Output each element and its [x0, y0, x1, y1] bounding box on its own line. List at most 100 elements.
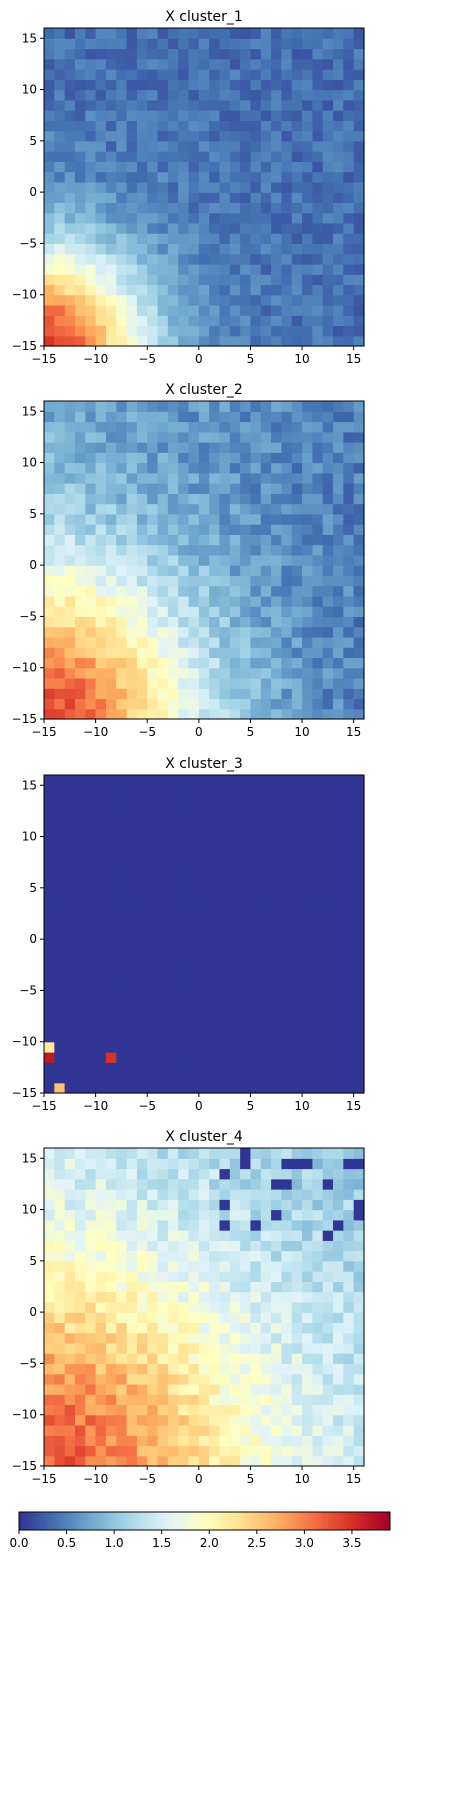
heatmap-cell — [353, 161, 365, 173]
heatmap-cell — [229, 1178, 241, 1190]
heatmap-cell — [209, 1000, 221, 1012]
heatmap-cell — [54, 243, 66, 255]
heatmap-cell — [147, 887, 159, 899]
heatmap-cell — [260, 1041, 272, 1053]
heatmap-cell — [64, 575, 76, 587]
heatmap-cell — [198, 887, 210, 899]
heatmap-cell — [95, 949, 107, 961]
heatmap-cell — [105, 857, 117, 868]
heatmap-cell — [105, 1332, 117, 1344]
heatmap-cell — [167, 606, 179, 618]
heatmap-cell — [219, 1051, 231, 1063]
heatmap-cell — [271, 898, 283, 909]
heatmap-cell — [291, 969, 303, 981]
heatmap-cell — [126, 805, 138, 817]
heatmap-cell — [64, 253, 76, 265]
heatmap-cell — [271, 243, 283, 255]
heatmap-cell — [312, 1062, 324, 1074]
x-tick-label: 10 — [294, 352, 309, 366]
heatmap-cell — [178, 1291, 190, 1303]
heatmap-cell — [271, 1178, 283, 1190]
heatmap-cell — [95, 1219, 107, 1231]
heatmap-cell — [126, 222, 138, 234]
heatmap-cell — [157, 785, 169, 797]
heatmap-cell — [54, 1353, 66, 1365]
heatmap-cell — [291, 99, 303, 111]
heatmap-cell — [281, 1010, 293, 1022]
heatmap-cell — [281, 626, 293, 638]
heatmap-cell — [219, 99, 231, 111]
heatmap-cell — [126, 595, 138, 607]
heatmap-cell — [229, 1209, 241, 1221]
colorbar-segment — [247, 1512, 252, 1530]
heatmap-cell — [240, 472, 252, 484]
colorbar-segment — [284, 1512, 289, 1530]
heatmap-cell — [333, 1168, 344, 1180]
heatmap-cell — [44, 1373, 55, 1385]
heatmap-cell — [302, 304, 313, 316]
heatmap-cell — [188, 667, 200, 679]
heatmap-cell — [188, 1281, 200, 1293]
heatmap-cell — [188, 949, 200, 961]
heatmap-cell — [64, 1260, 76, 1272]
heatmap-cell — [250, 304, 262, 316]
heatmap-cell — [271, 959, 283, 971]
heatmap-cell — [209, 616, 221, 628]
heatmap-cell — [260, 483, 272, 494]
heatmap-cell — [322, 877, 334, 889]
heatmap-cell — [54, 1148, 66, 1159]
heatmap-cell — [250, 1219, 262, 1231]
heatmap-cell — [167, 524, 179, 535]
heatmap-cell — [64, 1041, 76, 1053]
heatmap-cell — [95, 1021, 107, 1033]
heatmap-cell — [136, 959, 148, 971]
heatmap-cell — [322, 69, 334, 80]
heatmap-cell — [64, 1363, 76, 1375]
heatmap-cell — [64, 1209, 76, 1221]
heatmap-cell — [271, 1363, 283, 1375]
heatmap-cell — [219, 647, 231, 659]
heatmap-cell — [167, 151, 179, 162]
heatmap-cell — [85, 243, 97, 255]
heatmap-cell — [302, 233, 313, 245]
heatmap-cell — [147, 462, 159, 474]
heatmap-cell — [291, 58, 303, 70]
heatmap-cell — [105, 826, 117, 838]
heatmap-cell — [322, 534, 334, 546]
heatmap-cell — [188, 431, 200, 443]
heatmap-cell — [240, 908, 252, 920]
heatmap-cell — [167, 233, 179, 245]
heatmap-cell — [147, 1404, 159, 1416]
heatmap-cell — [136, 110, 148, 121]
heatmap-cell — [343, 1209, 355, 1221]
heatmap-cell — [105, 1189, 117, 1200]
heatmap-cell — [353, 565, 365, 576]
heatmap-cell — [147, 304, 159, 316]
colorbar-segment — [71, 1512, 76, 1530]
colorbar-segment — [260, 1512, 264, 1530]
heatmap-cell — [198, 483, 210, 494]
heatmap-cell — [229, 431, 241, 443]
heatmap-cell — [250, 493, 262, 505]
heatmap-cell — [74, 616, 86, 628]
heatmap-cell — [250, 698, 262, 710]
heatmap-cell — [126, 1435, 138, 1447]
heatmap-cell — [209, 867, 221, 879]
heatmap-cell — [85, 969, 97, 981]
heatmap-cell — [198, 38, 210, 50]
heatmap-cell — [167, 928, 179, 940]
heatmap-cell — [157, 315, 169, 327]
heatmap-cell — [188, 647, 200, 659]
heatmap-cell — [116, 212, 128, 224]
heatmap-cell — [147, 1445, 159, 1457]
heatmap-cell — [333, 575, 344, 587]
heatmap-cell — [219, 585, 231, 597]
heatmap-cell — [198, 140, 210, 152]
heatmap-cell — [147, 928, 159, 940]
heatmap-cell — [74, 1072, 86, 1084]
colorbar-segment — [368, 1512, 372, 1530]
heatmap-cell — [198, 626, 210, 638]
heatmap-cell — [343, 667, 355, 679]
heatmap-cell — [250, 1271, 262, 1282]
heatmap-cell — [240, 1455, 252, 1467]
